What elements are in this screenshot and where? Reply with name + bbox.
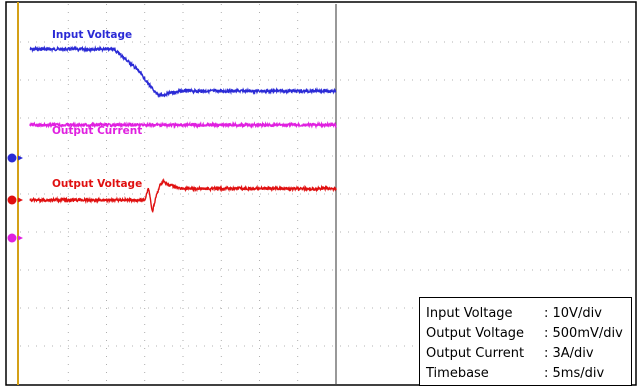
trace-input-voltage	[29, 45, 337, 99]
label-output-current: Output Current	[52, 125, 142, 137]
setting-row-output-current: Output Current : 3A/div	[426, 344, 631, 364]
trace-output-current	[29, 120, 337, 130]
setting-row-output-voltage: Output Voltage : 500mV/div	[426, 324, 631, 344]
setting-value: : 10V/div	[544, 306, 602, 321]
channel-marker-output-voltage	[7, 195, 23, 205]
channel-marker-input-voltage	[7, 153, 23, 163]
scale-settings-legend: Input Voltage : 10V/div Output Voltage :…	[419, 297, 632, 386]
channel-markers	[7, 153, 23, 243]
setting-name: Timebase	[426, 366, 489, 381]
setting-row-input-voltage: Input Voltage : 10V/div	[426, 304, 631, 324]
trace-output-voltage	[29, 177, 337, 214]
setting-name: Input Voltage	[426, 306, 513, 321]
channel-marker-output-current	[7, 233, 23, 243]
setting-value: : 500mV/div	[544, 326, 623, 341]
screen-border	[5, 1, 637, 386]
setting-name: Output Voltage	[426, 326, 525, 341]
label-output-voltage: Output Voltage	[52, 178, 142, 190]
setting-value: : 5ms/div	[544, 366, 605, 381]
label-input-voltage: Input Voltage	[52, 29, 132, 41]
setting-row-timebase: Timebase : 5ms/div	[426, 364, 631, 384]
setting-name: Output Current	[426, 346, 525, 361]
setting-value: : 3A/div	[544, 346, 594, 361]
traces	[29, 45, 337, 214]
